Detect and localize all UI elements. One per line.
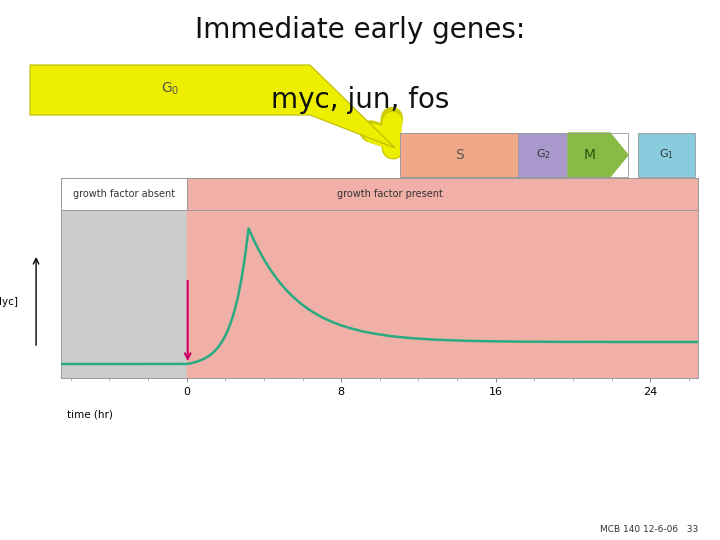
Polygon shape xyxy=(30,65,395,148)
FancyArrow shape xyxy=(568,133,628,177)
Bar xyxy=(186,178,698,378)
Text: G$_2$: G$_2$ xyxy=(536,147,550,161)
Bar xyxy=(400,133,628,177)
Bar xyxy=(638,133,695,177)
Text: [Myc]: [Myc] xyxy=(0,297,18,307)
Text: S: S xyxy=(454,148,464,162)
Text: myc, jun, fos: myc, jun, fos xyxy=(271,86,449,114)
Text: G$_1$: G$_1$ xyxy=(659,147,674,161)
Text: growth factor absent: growth factor absent xyxy=(73,189,175,199)
Text: M: M xyxy=(584,148,596,162)
Bar xyxy=(61,178,186,210)
Text: growth factor present: growth factor present xyxy=(336,189,442,199)
Bar xyxy=(400,133,518,177)
Bar xyxy=(186,178,698,210)
FancyArrowPatch shape xyxy=(374,122,395,148)
Text: Immediate early genes:: Immediate early genes: xyxy=(195,16,525,44)
Bar xyxy=(518,133,568,177)
Text: G$_0$: G$_0$ xyxy=(161,81,179,97)
FancyArrowPatch shape xyxy=(371,118,394,149)
Text: MCB 140 12-6-06   33: MCB 140 12-6-06 33 xyxy=(600,524,698,534)
Text: time (hr): time (hr) xyxy=(67,410,113,420)
